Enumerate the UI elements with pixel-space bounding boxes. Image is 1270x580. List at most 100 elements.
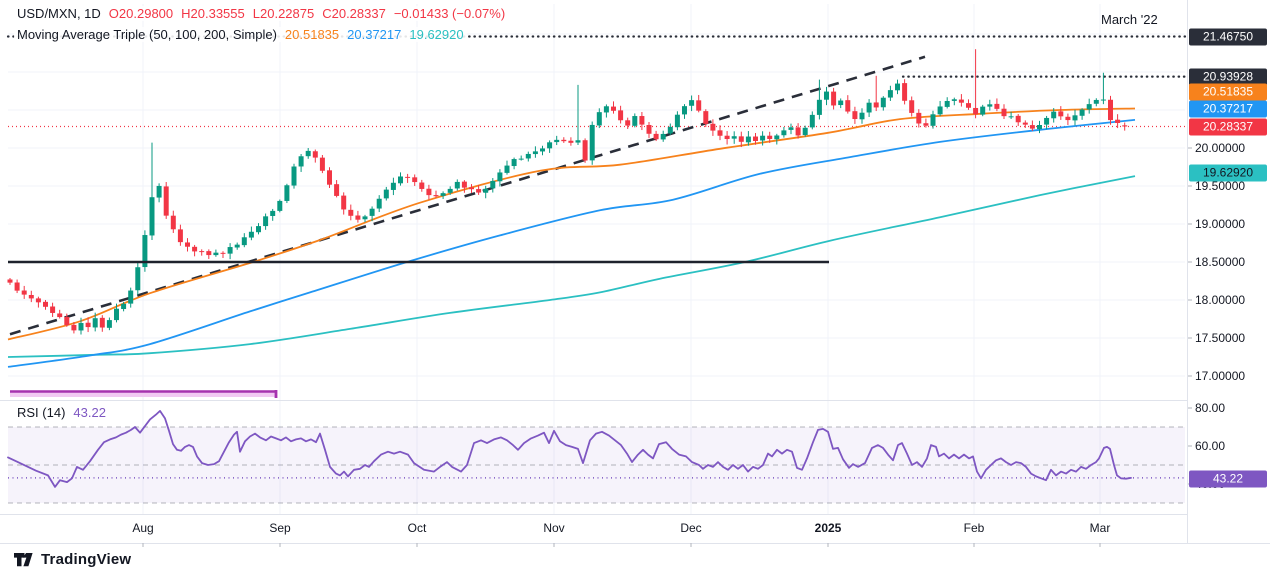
candle-body — [248, 231, 254, 238]
candle-body — [270, 210, 276, 216]
price-badge: 20.37217 — [1189, 100, 1267, 117]
rsi-indicator-title: RSI (14) — [17, 405, 66, 420]
candle-body — [525, 153, 531, 159]
ohlc-low: L20.22875 — [252, 6, 315, 21]
candle-body — [838, 100, 844, 106]
candle-body — [156, 185, 162, 198]
candle-body — [895, 83, 900, 91]
ma50-line[interactable] — [7, 107, 1136, 341]
time-axis-label: Dec — [680, 521, 702, 535]
candle-body — [43, 301, 48, 307]
candle-body — [170, 215, 176, 230]
candle-body — [809, 114, 815, 128]
candle-body — [717, 130, 723, 136]
candle-body — [582, 140, 588, 161]
symbol-title: USD/MXN, 1D — [17, 6, 101, 21]
candle-body — [660, 133, 666, 140]
candle-body — [390, 182, 396, 190]
rsi-line[interactable] — [7, 409, 1132, 488]
candle-body — [653, 133, 659, 140]
candle-body — [504, 165, 510, 173]
candle-body — [319, 157, 325, 171]
candle-body — [50, 306, 56, 313]
candle-body — [355, 215, 361, 220]
candle-body — [298, 156, 304, 167]
ma200-value: 19.62920 — [409, 27, 464, 42]
candle-body — [121, 303, 127, 310]
candle-body — [767, 135, 773, 139]
candle-body — [511, 159, 517, 167]
candle-body — [398, 176, 403, 184]
price-axis[interactable]: 20.00000 19.50000 19.00000 18.50000 18.00000… — [1188, 0, 1270, 543]
time-axis[interactable]: Aug Sep Oct Nov Dec 2025 Feb Mar — [0, 514, 1187, 543]
range-drawing[interactable] — [10, 390, 278, 398]
candle-body — [966, 103, 971, 108]
candle-body — [99, 317, 105, 328]
text-annotation-march-22[interactable]: March '22 — [1101, 12, 1158, 27]
candle-body — [263, 216, 269, 227]
candle-body — [277, 200, 283, 211]
candle-body — [1100, 99, 1106, 101]
rsi-tick-label: 80.00 — [1195, 401, 1226, 415]
candle-body — [646, 124, 652, 134]
ma200-line[interactable] — [7, 175, 1136, 358]
candle-body — [873, 102, 879, 108]
candle-body — [824, 91, 829, 100]
candle-body — [816, 99, 822, 115]
candle-body — [185, 242, 190, 247]
candle-body — [561, 139, 567, 142]
candle-body — [14, 282, 20, 291]
candle-body — [575, 140, 581, 143]
candle-body — [92, 318, 98, 328]
ma100-line[interactable] — [7, 119, 1136, 368]
candlestick-series[interactable] — [7, 49, 1128, 335]
candle-body — [994, 103, 1000, 109]
candle-body — [696, 100, 702, 111]
candle-body — [788, 127, 794, 130]
candle-body — [603, 106, 609, 113]
price-badge: 43.22 — [1189, 470, 1267, 487]
ohlc-open: O20.29800 — [108, 6, 174, 21]
price-tick-label: 19.00000 — [1195, 217, 1246, 231]
price-badge: 20.93928 — [1189, 68, 1267, 85]
candle-body — [745, 136, 751, 143]
candle-body — [625, 120, 631, 126]
price-tick-label: 19.50000 — [1195, 179, 1246, 193]
candle-body — [554, 139, 560, 143]
candle-body — [454, 181, 460, 189]
candle-body — [483, 188, 489, 193]
candle-body — [1108, 99, 1113, 121]
candle-body — [795, 127, 801, 136]
ohlc-close: C20.28337 — [322, 6, 386, 21]
candle-body — [149, 197, 155, 236]
candle-body — [611, 106, 616, 111]
time-axis-label: Oct — [407, 521, 427, 535]
candle-body — [312, 151, 318, 158]
price-tick-label: 20.00000 — [1195, 141, 1246, 155]
candle-body — [667, 126, 673, 134]
time-axis-label: Feb — [963, 521, 985, 535]
trendline-drawing[interactable] — [9, 55, 926, 336]
rsi-indicator-legend[interactable]: RSI (14) 43.22 — [14, 405, 109, 420]
candle-body — [1029, 125, 1035, 129]
candle-body — [916, 112, 922, 124]
candle-body — [284, 185, 290, 201]
candle-body — [547, 142, 553, 149]
candle-body — [256, 226, 261, 233]
candle-body — [341, 195, 347, 210]
candle-body — [1058, 111, 1064, 117]
candle-body — [958, 99, 964, 103]
price-tick-label: 18.50000 — [1195, 255, 1246, 269]
candle-body — [21, 290, 27, 295]
candle-body — [199, 251, 205, 253]
candle-body — [973, 107, 979, 115]
symbol-legend[interactable]: USD/MXN, 1D O20.29800 H20.33555 L20.2287… — [14, 6, 509, 21]
candle-body — [859, 112, 865, 120]
candle-body — [887, 90, 893, 98]
candle-body — [540, 148, 545, 152]
tradingview-logo[interactable]: TradingView — [14, 551, 131, 568]
candle-body — [774, 135, 780, 140]
ma-indicator-legend[interactable]: Moving Average Triple (50, 100, 200, Sim… — [14, 27, 467, 42]
